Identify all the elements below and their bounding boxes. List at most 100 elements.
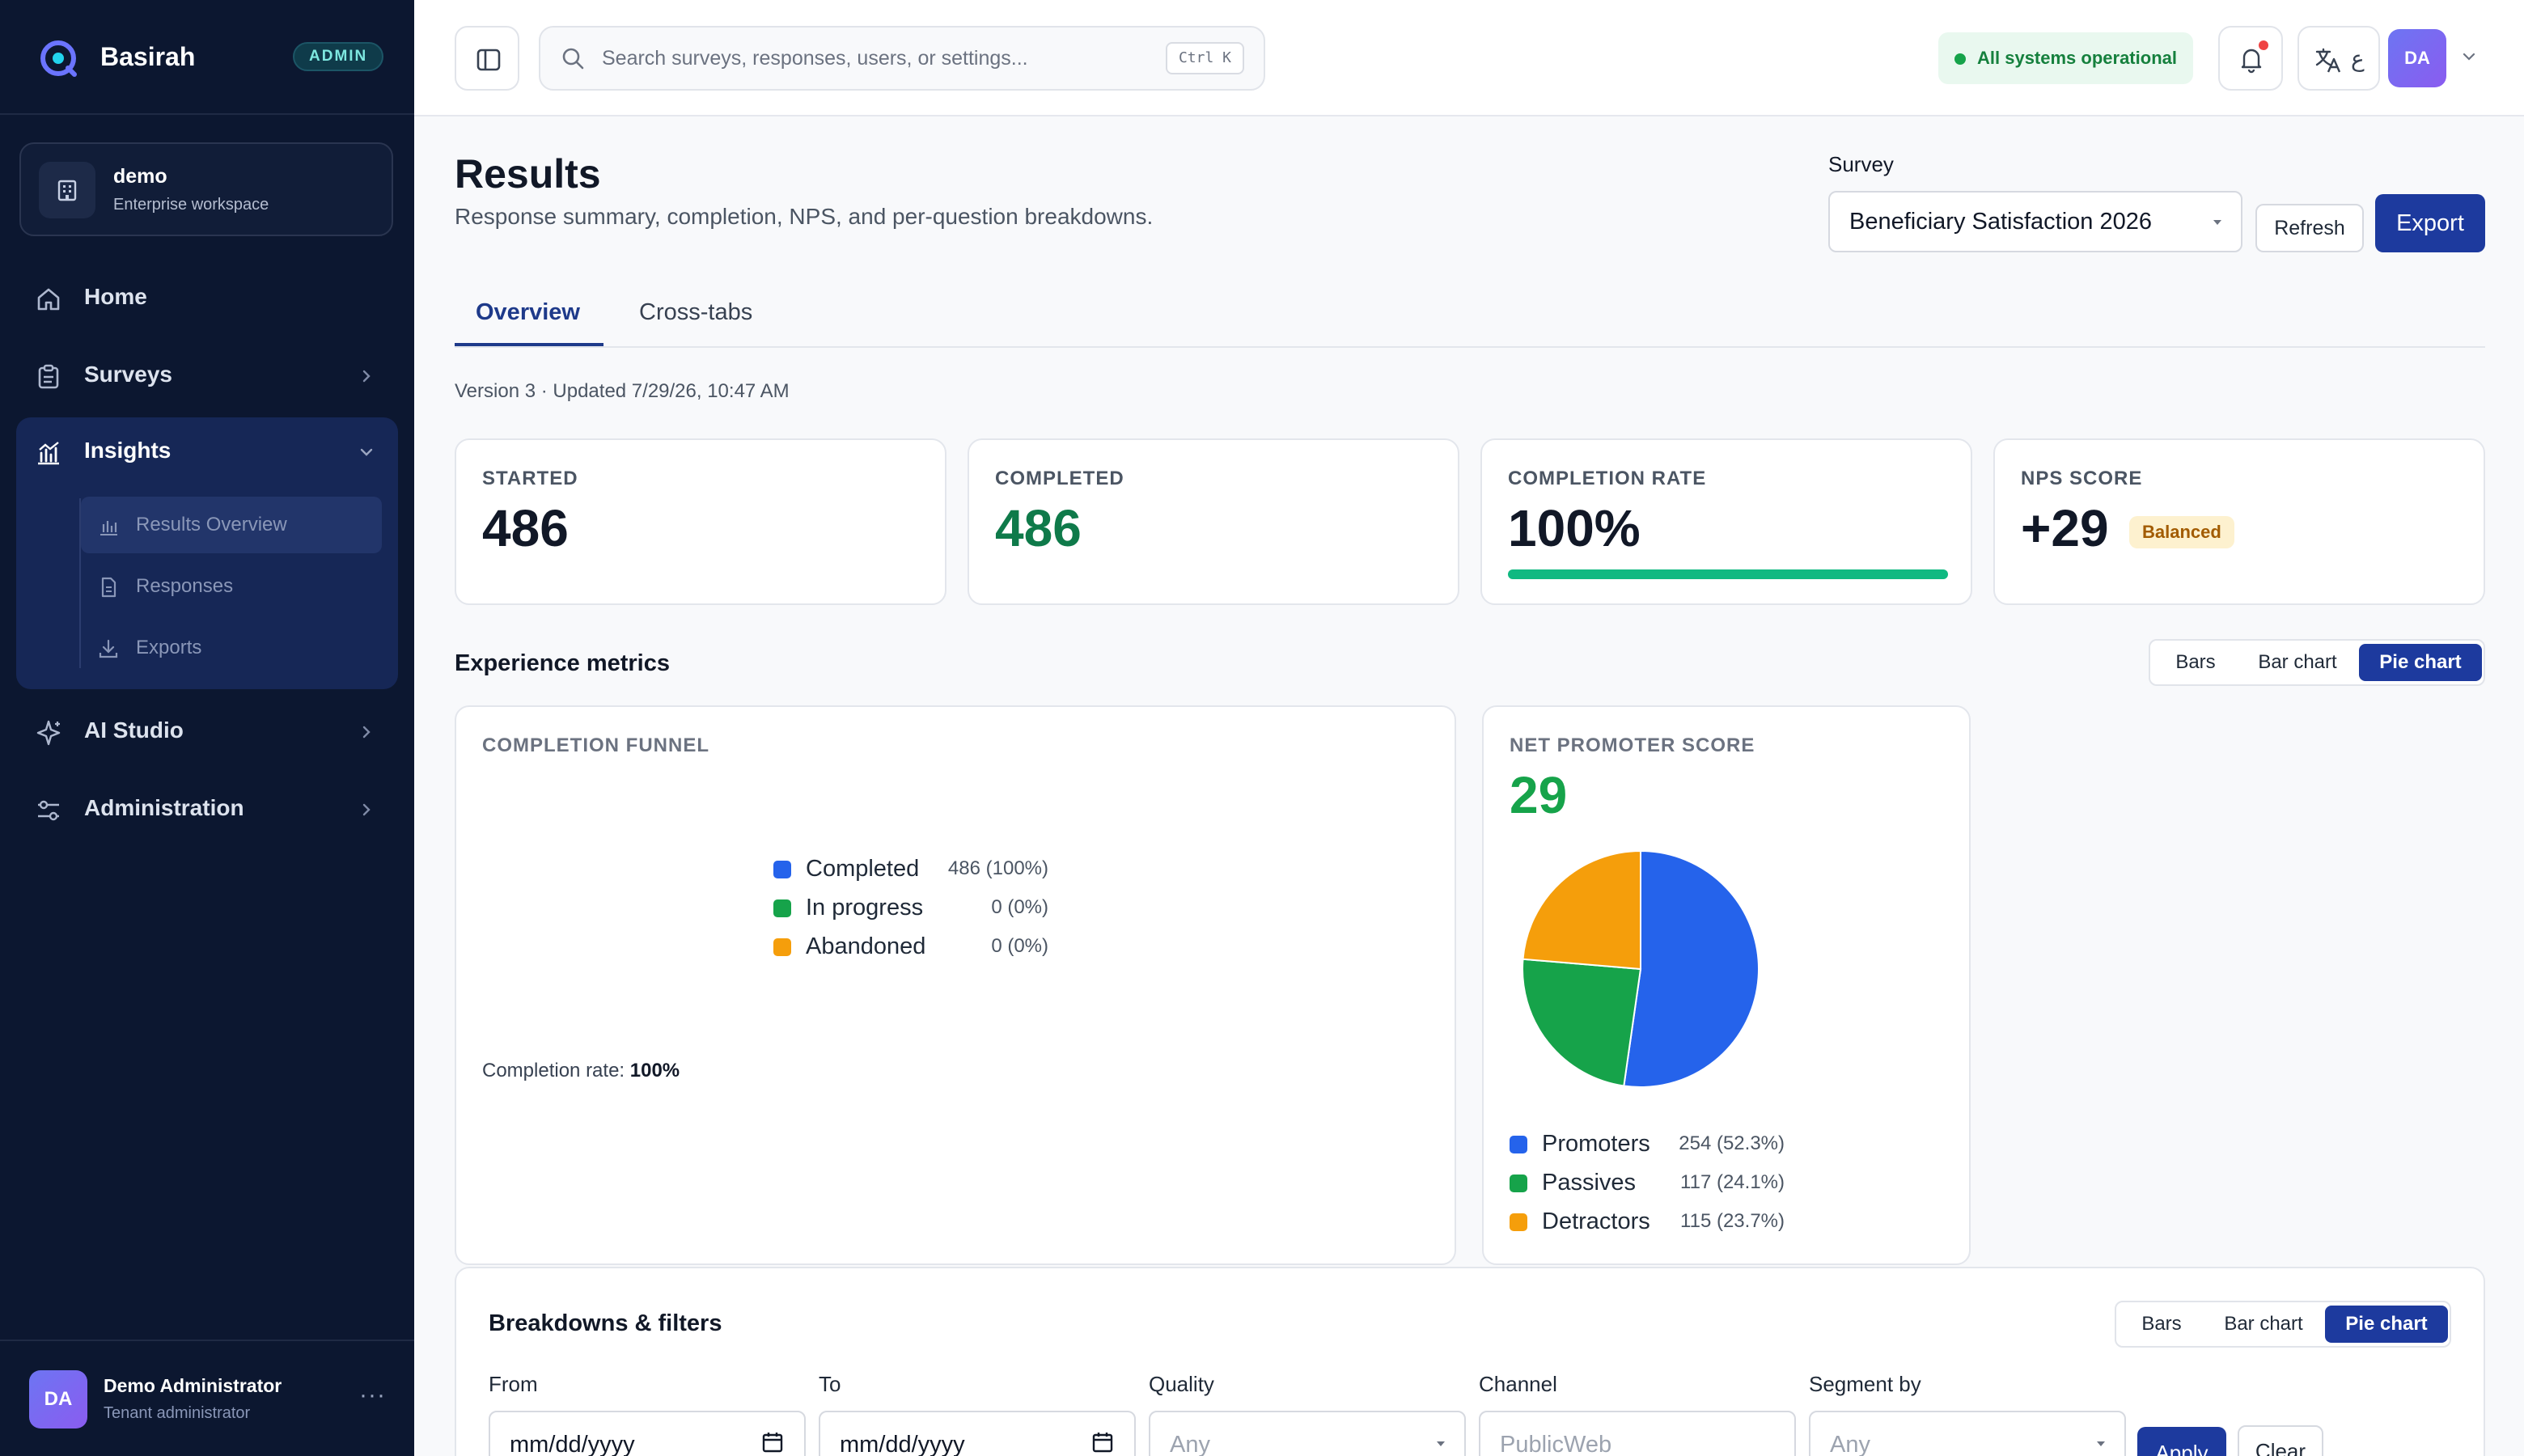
filter-label-quality: Quality — [1149, 1372, 1214, 1396]
sidebar-item-label: AI Studio — [84, 717, 184, 743]
search-input[interactable]: Search surveys, responses, users, or set… — [602, 47, 1028, 70]
to-date-field[interactable]: mm/dd/yyyy — [819, 1411, 1136, 1456]
card-label: COMPLETION FUNNEL — [482, 734, 709, 756]
user-avatar-button[interactable]: DA — [2388, 29, 2446, 87]
kpi-label: STARTED — [482, 468, 578, 489]
completion-rate-text: Completion rate: 100% — [482, 1060, 680, 1082]
channel-input[interactable]: PublicWeb — [1479, 1411, 1796, 1456]
user-role: Tenant administrator — [104, 1404, 251, 1422]
sidebar-item-insights[interactable]: Insights — [16, 417, 398, 487]
view-pie-chart-button[interactable]: Pie chart — [2325, 1306, 2448, 1343]
legend-item-in-progress: In progress 0 (0%) — [773, 893, 1048, 922]
more-options-icon[interactable]: ··· — [359, 1382, 386, 1408]
sidebar: Basirah ADMIN demo Enterprise workspace … — [0, 0, 414, 1456]
sidebar-subitem-responses[interactable]: Responses — [81, 558, 382, 615]
caret-down-icon — [1437, 1441, 1445, 1446]
view-pie-chart-button[interactable]: Pie chart — [2359, 644, 2482, 681]
legend-label: Abandoned — [806, 933, 926, 959]
completion-funnel-card: COMPLETION FUNNEL Completed 486 (100%) I… — [455, 705, 1456, 1265]
document-icon — [101, 577, 116, 598]
results-tabs: Overview Cross-tabs — [455, 291, 2485, 348]
filter-label-from: From — [489, 1372, 538, 1396]
clipboard-icon — [38, 364, 59, 389]
sidebar-item-home[interactable]: Home — [16, 264, 398, 333]
sidebar-item-ai-studio[interactable]: AI Studio — [16, 697, 398, 767]
legend-value: 115 (23.7%) — [1680, 1210, 1785, 1232]
kpi-label: NPS SCORE — [2021, 468, 2143, 489]
quality-select-value: Any — [1170, 1432, 1210, 1456]
calendar-icon[interactable] — [760, 1430, 785, 1454]
translate-icon — [2315, 48, 2341, 73]
view-bars-button[interactable]: Bars — [2141, 1313, 2182, 1335]
sliders-icon — [38, 800, 59, 821]
language-button[interactable]: ع — [2297, 26, 2380, 91]
kpi-value: 100% — [1508, 499, 1641, 557]
topbar: Search surveys, responses, users, or set… — [414, 0, 2524, 116]
brand-header: Basirah ADMIN — [0, 0, 414, 115]
global-search[interactable]: Search surveys, responses, users, or set… — [539, 26, 1265, 91]
sidebar-subitem-results-overview[interactable]: Results Overview — [81, 497, 382, 553]
notifications-button[interactable] — [2218, 26, 2283, 91]
sidebar-subitem-exports[interactable]: Exports — [81, 620, 382, 676]
clear-filters-button[interactable]: Clear — [2238, 1425, 2323, 1456]
home-icon — [37, 288, 60, 311]
legend-label: Passives — [1542, 1170, 1637, 1196]
kpi-value: +29 — [2021, 499, 2109, 557]
channel-input-value: PublicWeb — [1500, 1432, 1612, 1456]
tab-cross-tabs[interactable]: Cross-tabs — [639, 299, 753, 325]
legend-swatch — [773, 938, 791, 956]
view-bar-chart-button[interactable]: Bar chart — [2224, 1313, 2303, 1335]
calendar-icon[interactable] — [1090, 1430, 1115, 1454]
sidebar-item-label: Administration — [84, 795, 244, 820]
filter-label-channel: Channel — [1479, 1372, 1557, 1396]
user-card[interactable]: DA Demo Administrator Tenant administrat… — [0, 1340, 414, 1456]
view-bar-chart-button[interactable]: Bar chart — [2258, 651, 2337, 673]
legend-swatch — [1510, 1175, 1527, 1192]
survey-select[interactable]: Beneficiary Satisfaction 2026 — [1828, 191, 2242, 252]
sidebar-item-administration[interactable]: Administration — [16, 775, 398, 844]
from-date-field[interactable]: mm/dd/yyyy — [489, 1411, 806, 1456]
completion-progress-bar — [1508, 569, 1948, 579]
export-button[interactable]: Export — [2375, 194, 2485, 252]
bell-icon — [2241, 49, 2262, 74]
admin-badge: ADMIN — [293, 42, 384, 71]
chevron-right-icon — [362, 370, 371, 383]
chevron-down-icon[interactable] — [2459, 47, 2479, 66]
to-date-value: mm/dd/yyyy — [840, 1432, 965, 1456]
brand-name[interactable]: Basirah — [100, 42, 196, 71]
apply-filters-button[interactable]: Apply — [2137, 1427, 2226, 1456]
workspace-subtitle: Enterprise workspace — [113, 196, 269, 214]
sidebar-item-surveys[interactable]: Surveys — [16, 341, 398, 411]
pie-slice-passives — [1522, 958, 1642, 1087]
sidebar-subitem-label: Results Overview — [136, 514, 287, 535]
search-shortcut-hint: Ctrl K — [1165, 42, 1244, 74]
completion-rate-value: 100% — [629, 1060, 680, 1081]
legend-value: 254 (52.3%) — [1679, 1132, 1785, 1154]
sparkle-icon — [36, 720, 61, 746]
legend-label: Detractors — [1542, 1208, 1650, 1234]
pie-slice-promoters — [1623, 849, 1760, 1088]
sidebar-group-insights: Insights Results Overview Responses Expo… — [16, 417, 398, 689]
workspace-name: demo — [113, 165, 167, 188]
workspace-switcher[interactable]: demo Enterprise workspace — [19, 142, 393, 236]
toggle-sidebar-button[interactable] — [455, 26, 519, 91]
page-title: Results — [455, 151, 601, 197]
download-icon — [99, 639, 118, 658]
legend-value: 0 (0%) — [991, 896, 1048, 918]
legend-value: 117 (24.1%) — [1680, 1171, 1785, 1193]
filter-label-segment-by: Segment by — [1809, 1372, 1921, 1396]
refresh-button[interactable]: Refresh — [2255, 204, 2364, 252]
view-bars-button[interactable]: Bars — [2175, 651, 2216, 673]
segment-by-select[interactable]: Any — [1809, 1411, 2126, 1456]
caret-down-icon — [2213, 220, 2221, 225]
kpi-value: 486 — [482, 499, 569, 557]
sidebar-item-label: Home — [84, 284, 147, 309]
tab-overview[interactable]: Overview — [476, 299, 580, 325]
quality-select[interactable]: Any — [1149, 1411, 1466, 1456]
card-label: NET PROMOTER SCORE — [1510, 734, 1755, 756]
brand-logo-icon — [40, 40, 77, 77]
legend-label: Promoters — [1542, 1131, 1650, 1157]
language-glyph: ع — [2351, 45, 2365, 72]
legend-swatch — [773, 899, 791, 917]
segment-by-select-value: Any — [1830, 1432, 1870, 1456]
